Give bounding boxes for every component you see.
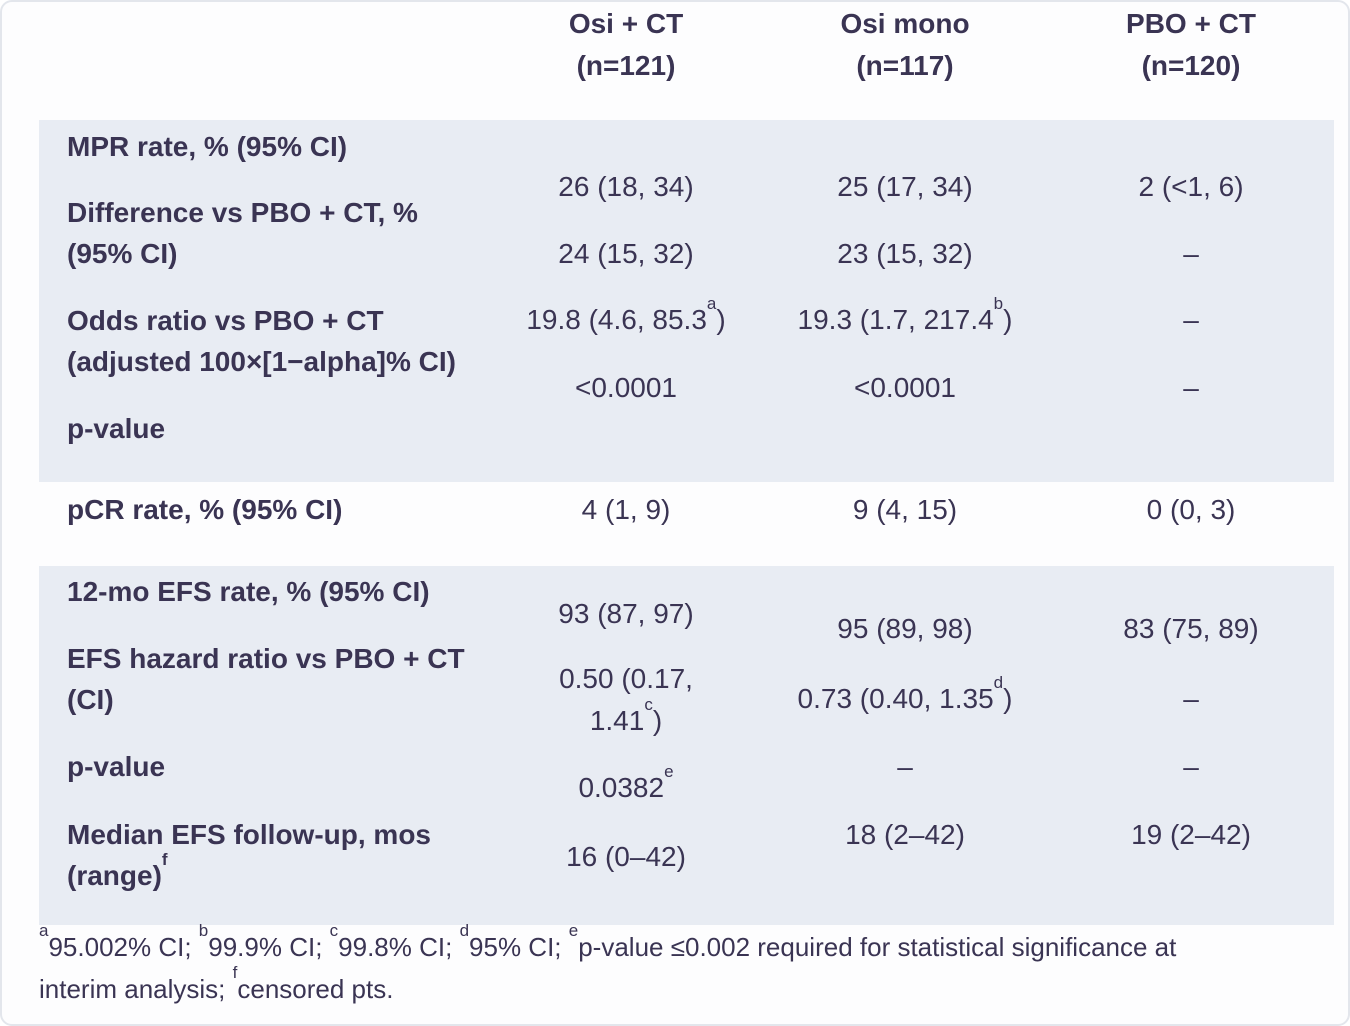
cell-efs12-pbo-ct: 83 (75, 89)	[1123, 613, 1259, 644]
cell-odds-osi-mono-text: 19.3 (1.7, 217.4	[797, 304, 994, 335]
row-label-difference: Difference vs PBO + CT, % (95% CI)	[67, 192, 418, 274]
column-header-osi-ct-n: (n=121)	[576, 50, 676, 81]
footnote-sup-f: f	[232, 963, 238, 983]
row-label-hazard-ratio-line2: (CI)	[67, 684, 114, 715]
row-label-odds-ratio: Odds ratio vs PBO + CT (adjusted 100×[1−…	[67, 300, 456, 382]
footnote-sup-c: c	[329, 921, 339, 941]
cell-odds-osi-mono: 19.3 (1.7, 217.4b)	[735, 295, 1075, 341]
cell-efs12-osi-ct: 93 (87, 97)	[558, 598, 694, 629]
footnote-line2: interim analysis; fcensored pts.	[39, 964, 1176, 1010]
footnote-sup-e: e	[568, 921, 579, 941]
cell-hazard-osi-ct: 0.50 (0.17, 1.41c)	[456, 658, 796, 742]
footnote-sup-d: d	[459, 921, 470, 941]
cell-odds-osi-ct-close: )	[716, 304, 726, 335]
footnote-sup-a: a	[39, 921, 49, 941]
cell-hazard-osi-mono-close: )	[1003, 683, 1013, 714]
section-efs: 12-mo EFS rate, % (95% CI) 93 (87, 97) 9…	[39, 566, 1334, 925]
row-label-hazard-ratio-line1: EFS hazard ratio vs PBO + CT	[67, 643, 465, 674]
column-header-osi-ct: Osi + CT (n=121)	[456, 3, 796, 87]
column-header-osi-ct-name: Osi + CT	[568, 8, 684, 39]
cell-hazard-osi-ct-close: )	[652, 705, 663, 736]
row-label-followup-line2: (range)f	[67, 851, 431, 896]
cell-diff-osi-ct: 24 (15, 32)	[558, 238, 694, 269]
cell-diff-pbo-ct: –	[1183, 238, 1199, 269]
cell-pcr-osi-mono: 9 (4, 15)	[852, 494, 958, 525]
footnote-text-c: 99.8% CI;	[338, 932, 460, 962]
row-label-odds-ratio-line1: Odds ratio vs PBO + CT	[67, 305, 384, 336]
row-label-efs-pvalue: p-value	[67, 751, 166, 782]
row-label-pvalue: p-value	[67, 413, 166, 444]
footnote-text-e: p-value ≤0.002 required for statistical …	[578, 932, 1177, 962]
column-header-osi-mono: Osi mono (n=117)	[735, 3, 1075, 87]
footnote-marker-f: f	[161, 849, 168, 869]
cell-hazard-osi-ct-text: 1.41	[589, 705, 645, 736]
footnote-marker-c: c	[644, 694, 653, 714]
cell-odds-osi-ct: 19.8 (4.6, 85.3a)	[456, 295, 796, 341]
table-footnote: a95.002% CI; b99.9% CI; c99.8% CI; d95% …	[39, 922, 1177, 1010]
row-label-mpr-rate: MPR rate, % (95% CI)	[67, 131, 348, 162]
cell-hazard-osi-ct-line1: 0.50 (0.17,	[559, 663, 693, 694]
footnote-text-a: 95.002% CI;	[48, 932, 199, 962]
column-header-pbo-ct-name: PBO + CT	[1126, 8, 1256, 39]
section-mpr: MPR rate, % (95% CI) 26 (18, 34) 25 (17,…	[39, 120, 1334, 482]
cell-hazard-osi-mono-text: 0.73 (0.40, 1.35	[797, 683, 994, 714]
cell-hazard-osi-mono: 0.73 (0.40, 1.35d)	[735, 674, 1075, 720]
row-label-followup-line1: Median EFS follow-up, mos	[67, 819, 431, 850]
cell-hazard-pbo-ct: –	[1183, 683, 1199, 714]
row-label-difference-line1: Difference vs PBO + CT, %	[67, 197, 418, 228]
cell-odds-osi-ct-text: 19.8 (4.6, 85.3	[526, 304, 707, 335]
row-label-hazard-ratio: EFS hazard ratio vs PBO + CT (CI)	[67, 638, 465, 720]
cell-mpr-osi-mono: 25 (17, 34)	[837, 171, 973, 202]
cell-followup-osi-ct: 16 (0–42)	[566, 841, 686, 872]
footnote-text-d: 95% CI;	[469, 932, 569, 962]
cell-pvalue-pbo-ct: –	[1183, 372, 1199, 403]
cell-efs12-osi-mono: 95 (89, 98)	[837, 613, 973, 644]
column-header-pbo-ct-n: (n=120)	[1141, 50, 1241, 81]
footnote-sup-b: b	[198, 921, 209, 941]
footnote-marker-b: b	[993, 293, 1004, 313]
cell-pvalue-osi-ct: <0.0001	[575, 372, 677, 403]
cell-pcr-osi-ct: 4 (1, 9)	[581, 494, 671, 525]
row-label-followup: Median EFS follow-up, mos (range)f	[67, 814, 431, 896]
row-label-odds-ratio-line2: (adjusted 100×[1−alpha]% CI)	[67, 346, 457, 377]
row-label-followup-range: (range)	[67, 860, 162, 891]
cell-efs-pvalue-osi-ct-text: 0.0382	[578, 772, 665, 803]
column-header-pbo-ct: PBO + CT (n=120)	[1021, 3, 1348, 87]
cell-odds-pbo-ct: –	[1183, 304, 1199, 335]
footnote-text-interim: interim analysis;	[39, 974, 233, 1004]
cell-mpr-osi-ct: 26 (18, 34)	[558, 171, 694, 202]
footnote-marker-d: d	[993, 672, 1004, 692]
cell-odds-osi-mono-close: )	[1003, 304, 1013, 335]
cell-efs-pvalue-osi-ct: 0.0382e	[456, 763, 796, 809]
cell-hazard-osi-ct-line2: 1.41c)	[456, 696, 796, 742]
cell-diff-osi-mono: 23 (15, 32)	[837, 238, 973, 269]
footnote-text-censored: censored pts.	[237, 974, 394, 1004]
row-label-difference-line2: (95% CI)	[67, 238, 178, 269]
column-header-osi-mono-name: Osi mono	[840, 8, 970, 39]
row-label-efs12: 12-mo EFS rate, % (95% CI)	[67, 576, 430, 607]
cell-pvalue-osi-mono: <0.0001	[854, 372, 956, 403]
cell-efs-pvalue-osi-mono: –	[897, 751, 913, 782]
cell-pcr-pbo-ct: 0 (0, 3)	[1146, 494, 1236, 525]
footnote-line1: a95.002% CI; b99.9% CI; c99.8% CI; d95% …	[39, 922, 1177, 968]
footnote-marker-e: e	[664, 761, 674, 781]
row-label-pcr-rate: pCR rate, % (95% CI)	[67, 494, 343, 525]
cell-followup-osi-mono: 18 (2–42)	[845, 819, 965, 850]
column-header-osi-mono-n: (n=117)	[856, 50, 954, 81]
footnote-marker-a: a	[706, 293, 717, 313]
footnote-text-b: 99.9% CI;	[208, 932, 330, 962]
cell-followup-pbo-ct: 19 (2–42)	[1131, 819, 1251, 850]
cell-efs-pvalue-pbo-ct: –	[1183, 751, 1199, 782]
cell-mpr-pbo-ct: 2 (<1, 6)	[1138, 171, 1244, 202]
